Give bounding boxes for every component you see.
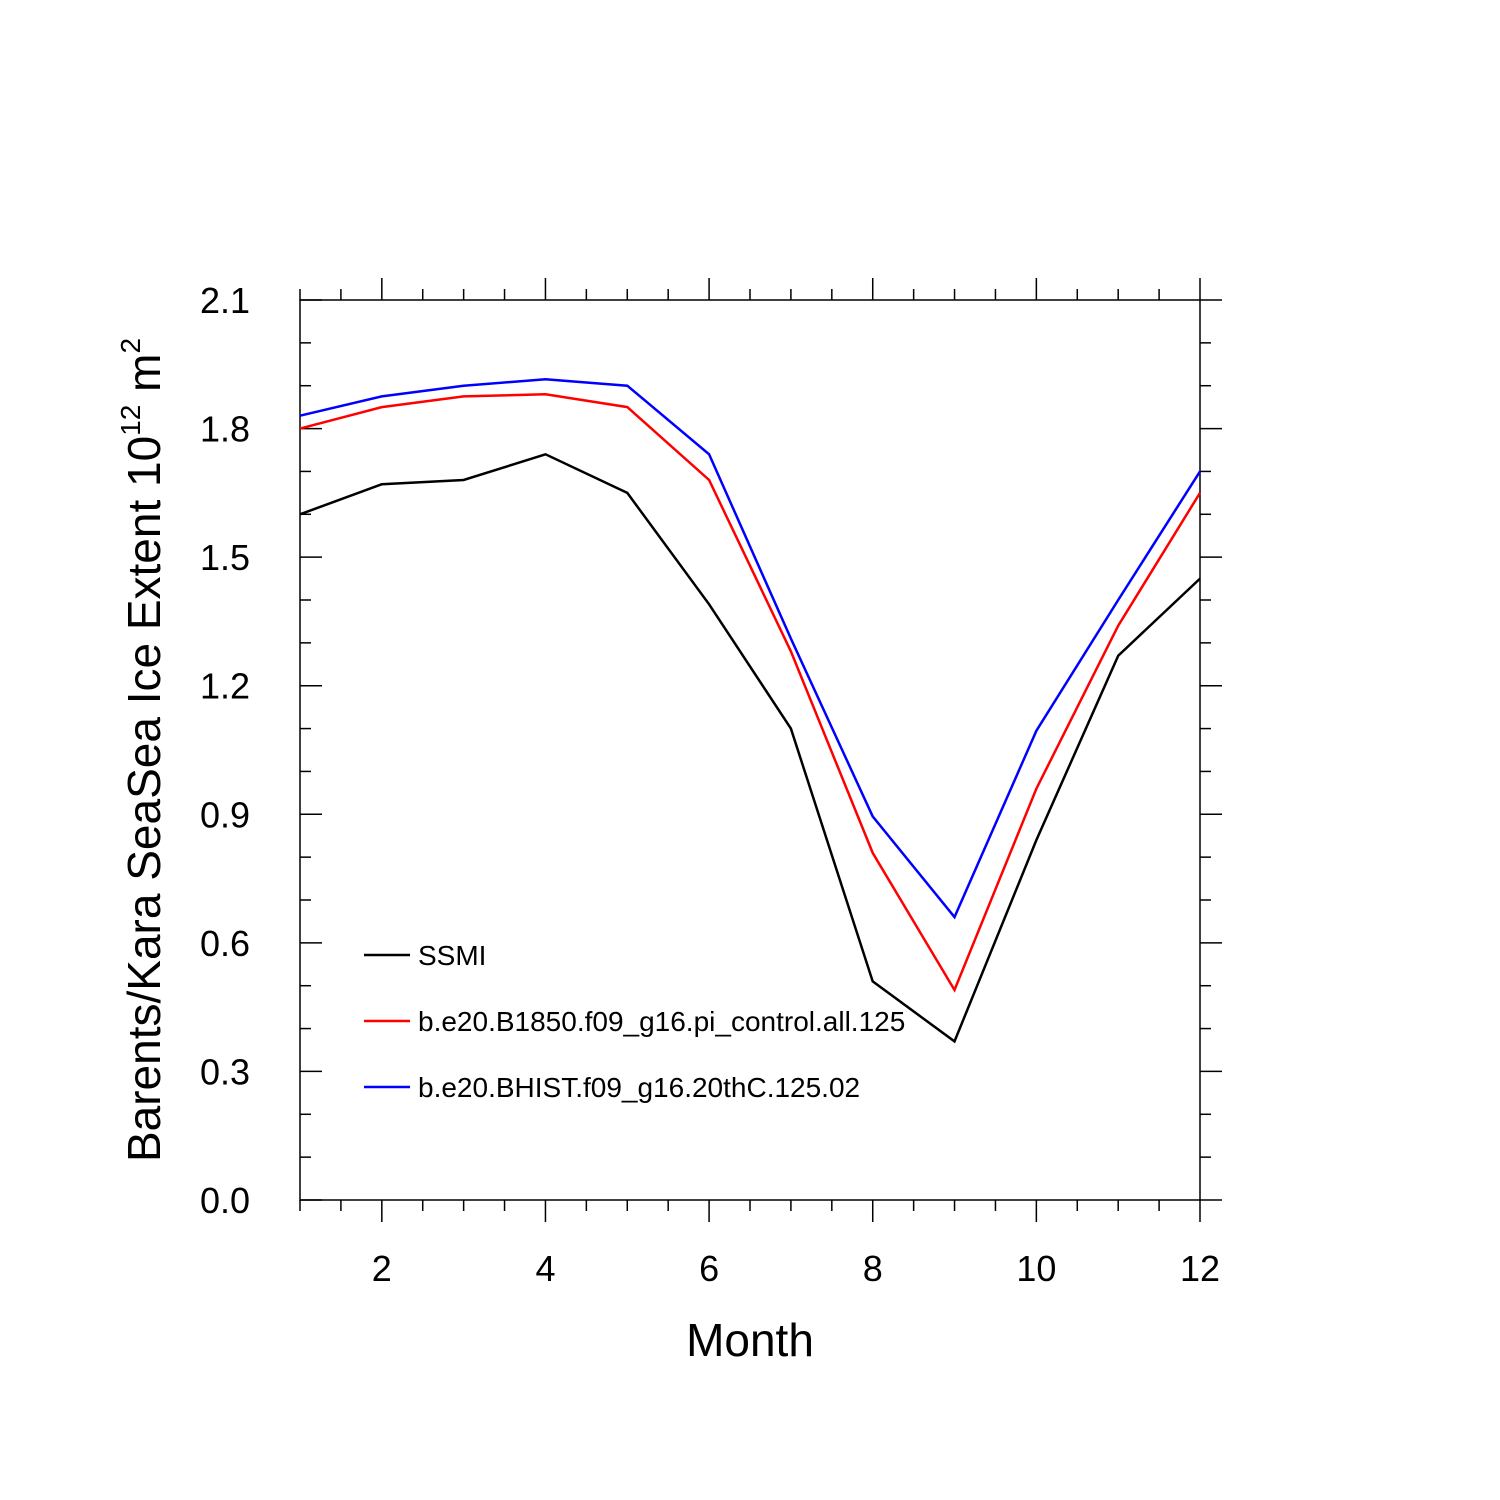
y-tick-label: 0.0 [200,1180,250,1221]
x-tick-labels: 2 4 6 8 10 12 [372,1248,1220,1289]
y-axis-label-unit-exponent: 2 [115,338,146,354]
y-tick-label: 1.5 [200,537,250,578]
x-tick-label: 10 [1016,1248,1056,1289]
x-tick-label: 8 [863,1248,883,1289]
legend-label: SSMI [418,940,486,971]
y-tick-label: 0.3 [200,1051,250,1092]
y-axis-label: Barents/Kara SeaSea Ice Extent 1012 m2 [115,338,170,1162]
x-tick-label: 4 [535,1248,555,1289]
y-tick-label: 2.1 [200,280,250,321]
series-line-3 [299,378,1202,920]
y-tick-label: 1.8 [200,409,250,450]
series-line-2 [299,393,1202,993]
y-axis-label-exponent: 12 [115,405,146,436]
y-tick-label: 0.9 [200,794,250,835]
y-axis-label-unit: m [118,354,170,405]
plot-area [299,278,1222,1222]
legend-label: b.e20.BHIST.f09_g16.20thC.125.02 [418,1072,860,1103]
x-tick-label: 2 [372,1248,392,1289]
plot-frame [299,299,1201,1201]
legend: SSMI b.e20.B1850.f09_g16.pi_control.all.1… [364,940,905,1103]
x-tick-label: 12 [1180,1248,1220,1289]
x-axis-label: Month [686,1314,814,1366]
y-tick-label: 1.2 [200,666,250,707]
series-line-1 [299,452,1201,1044]
y-tick-label: 0.6 [200,923,250,964]
series-lines [299,378,1202,1044]
legend-label: b.e20.B1850.f09_g16.pi_control.all.125 [418,1006,905,1037]
y-axis-label-main: Barents/Kara SeaSea Ice Extent 10 [118,436,170,1162]
y-tick-labels: 0.0 0.3 0.6 0.9 1.2 1.5 1.8 2.1 [200,280,250,1221]
x-tick-label: 6 [699,1248,719,1289]
